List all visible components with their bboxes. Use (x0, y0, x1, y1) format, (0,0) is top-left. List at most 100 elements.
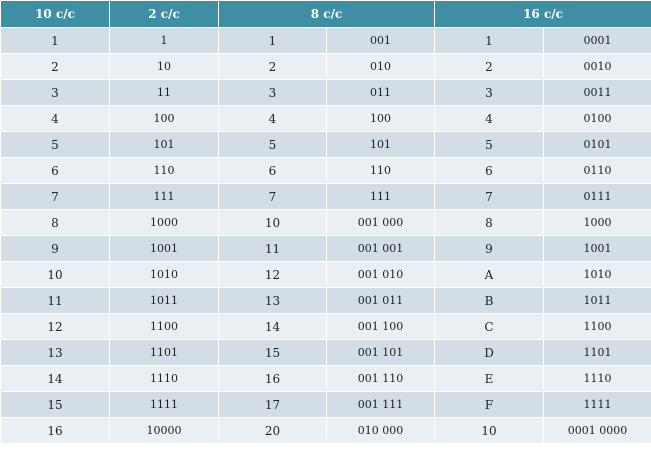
cell-hex: 3 (434, 79, 544, 106)
cell-octal-binary: 110 (326, 157, 435, 184)
header-hexadecimal: 16 c/c (434, 0, 651, 28)
cell-hex-binary: 1001 (543, 235, 651, 262)
cell-octal: 20 (218, 417, 327, 444)
cell-hex-binary: 1000 (543, 209, 651, 236)
table-row: 12 1100 14 001 100 C 1100 (0, 313, 651, 340)
cell-hex: D (434, 339, 544, 366)
cell-binary: 110 (109, 157, 219, 184)
cell-decimal: 5 (0, 131, 110, 158)
cell-decimal: 3 (0, 79, 110, 106)
cell-octal-binary: 001 111 (326, 391, 435, 418)
cell-hex-binary: 0011 (543, 79, 651, 106)
table-row: 13 1101 15 001 101 D 1101 (0, 339, 651, 366)
cell-octal-binary: 100 (326, 105, 435, 132)
cell-octal-binary: 010 (326, 53, 435, 80)
cell-hex-binary: 0100 (543, 105, 651, 132)
cell-octal: 14 (218, 313, 327, 340)
cell-hex: C (434, 313, 544, 340)
cell-octal-binary: 001 101 (326, 339, 435, 366)
cell-binary: 10000 (109, 417, 219, 444)
cell-hex: 5 (434, 131, 544, 158)
cell-hex-binary: 0001 0000 (543, 417, 651, 444)
cell-octal-binary: 001 (326, 27, 435, 54)
cell-decimal: 8 (0, 209, 110, 236)
cell-hex: E (434, 365, 544, 392)
cell-decimal: 13 (0, 339, 110, 366)
table-row: 3 11 3 011 3 0011 (0, 79, 651, 106)
cell-octal: 12 (218, 261, 327, 288)
cell-binary: 100 (109, 105, 219, 132)
cell-octal-binary: 001 010 (326, 261, 435, 288)
cell-octal: 10 (218, 209, 327, 236)
cell-octal: 3 (218, 79, 327, 106)
cell-hex: 1 (434, 27, 544, 54)
table-row: 8 1000 10 001 000 8 1000 (0, 209, 651, 236)
number-systems-table: 10 c/c 2 c/c 8 c/c 16 c/c 1 1 1 001 1 0001 2 10… (0, 0, 651, 444)
cell-hex: A (434, 261, 544, 288)
table-row: 1 1 1 001 1 0001 (0, 27, 651, 54)
cell-binary: 1110 (109, 365, 219, 392)
table-row: 7 111 7 111 7 0111 (0, 183, 651, 210)
table-header: 10 c/c 2 c/c 8 c/c 16 c/c (0, 0, 651, 28)
cell-decimal: 11 (0, 287, 110, 314)
cell-octal-binary: 001 000 (326, 209, 435, 236)
cell-decimal: 14 (0, 365, 110, 392)
cell-hex-binary: 1101 (543, 339, 651, 366)
cell-hex-binary: 1011 (543, 287, 651, 314)
cell-hex: 6 (434, 157, 544, 184)
cell-binary: 1100 (109, 313, 219, 340)
cell-hex-binary: 0110 (543, 157, 651, 184)
cell-decimal: 16 (0, 417, 110, 444)
cell-octal: 2 (218, 53, 327, 80)
cell-octal: 7 (218, 183, 327, 210)
cell-hex: F (434, 391, 544, 418)
cell-decimal: 2 (0, 53, 110, 80)
cell-hex-binary: 0101 (543, 131, 651, 158)
table-row: 5 101 5 101 5 0101 (0, 131, 651, 158)
header-decimal: 10 c/c (0, 0, 110, 28)
cell-hex: 4 (434, 105, 544, 132)
cell-decimal: 9 (0, 235, 110, 262)
cell-hex-binary: 1100 (543, 313, 651, 340)
cell-octal: 15 (218, 339, 327, 366)
cell-octal-binary: 101 (326, 131, 435, 158)
cell-decimal: 4 (0, 105, 110, 132)
cell-binary: 1001 (109, 235, 219, 262)
table-row: 9 1001 11 001 001 9 1001 (0, 235, 651, 262)
cell-binary: 1000 (109, 209, 219, 236)
cell-octal: 1 (218, 27, 327, 54)
cell-binary: 11 (109, 79, 219, 106)
cell-octal-binary: 001 100 (326, 313, 435, 340)
cell-decimal: 15 (0, 391, 110, 418)
cell-hex-binary: 0010 (543, 53, 651, 80)
cell-hex: 8 (434, 209, 544, 236)
cell-hex: 7 (434, 183, 544, 210)
cell-hex-binary: 1111 (543, 391, 651, 418)
cell-decimal: 7 (0, 183, 110, 210)
cell-hex: B (434, 287, 544, 314)
cell-octal-binary: 011 (326, 79, 435, 106)
cell-hex-binary: 1110 (543, 365, 651, 392)
cell-binary: 1 (109, 27, 219, 54)
cell-binary: 101 (109, 131, 219, 158)
cell-binary: 1111 (109, 391, 219, 418)
table-row: 15 1111 17 001 111 F 1111 (0, 391, 651, 418)
header-binary: 2 c/c (109, 0, 219, 28)
cell-binary: 1101 (109, 339, 219, 366)
cell-decimal: 1 (0, 27, 110, 54)
table-row: 14 1110 16 001 110 E 1110 (0, 365, 651, 392)
cell-hex: 9 (434, 235, 544, 262)
cell-decimal: 6 (0, 157, 110, 184)
cell-octal: 5 (218, 131, 327, 158)
cell-octal: 11 (218, 235, 327, 262)
cell-hex-binary: 0111 (543, 183, 651, 210)
cell-octal-binary: 010 000 (326, 417, 435, 444)
cell-octal: 6 (218, 157, 327, 184)
table-row: 2 10 2 010 2 0010 (0, 53, 651, 80)
table-row: 16 10000 20 010 000 10 0001 0000 (0, 417, 651, 444)
header-octal: 8 c/c (218, 0, 435, 28)
cell-octal-binary: 001 011 (326, 287, 435, 314)
cell-hex-binary: 0001 (543, 27, 651, 54)
cell-binary: 1011 (109, 287, 219, 314)
